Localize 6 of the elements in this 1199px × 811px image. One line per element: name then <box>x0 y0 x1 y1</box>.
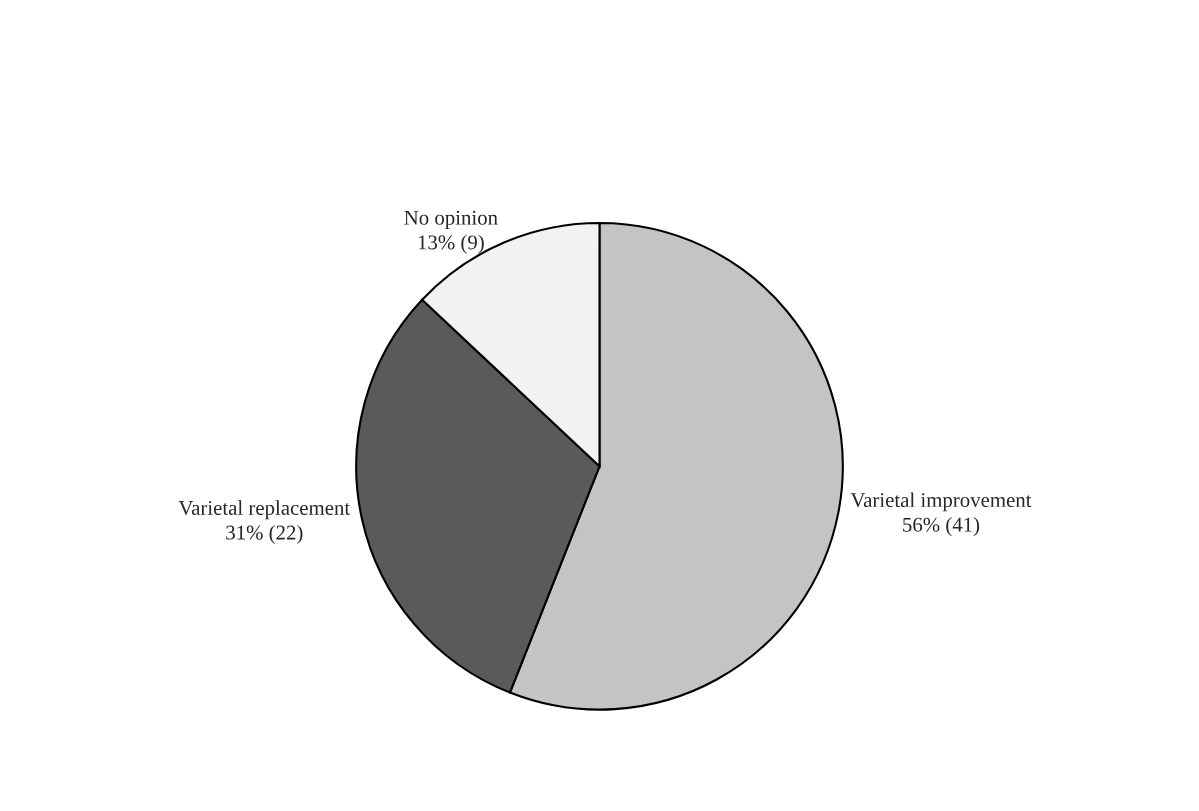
data-label: 31% (22) <box>226 524 303 544</box>
slice-label: Varietal improvement <box>850 492 1032 512</box>
data-label: 13% (9) <box>418 234 484 254</box>
data-label: 56% (41) <box>903 517 980 536</box>
slice-label: Varietal replacement <box>178 500 351 520</box>
slice-label: No opinion <box>404 210 498 229</box>
